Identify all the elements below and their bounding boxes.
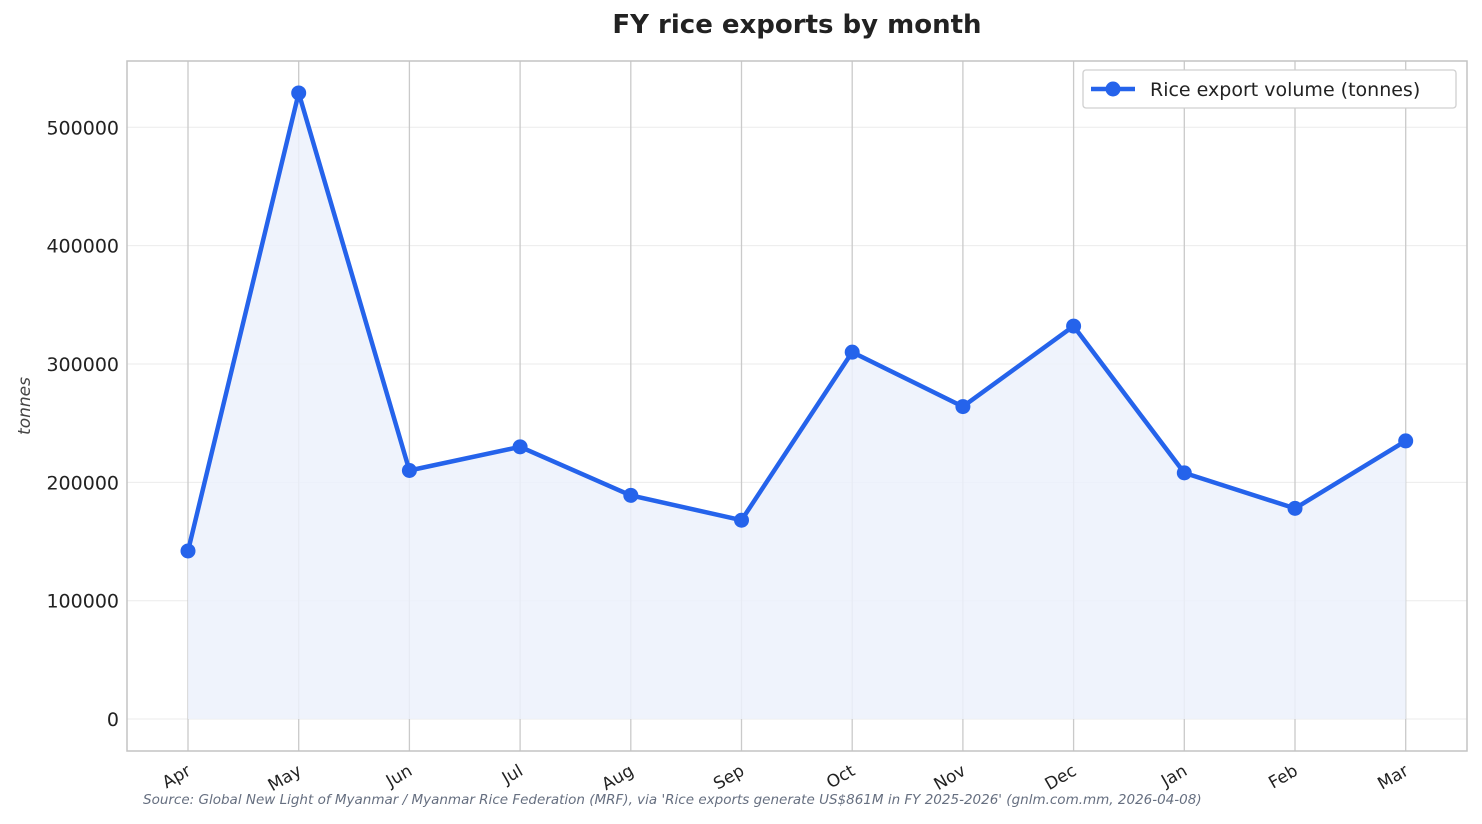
chart-title: FY rice exports by month [612, 10, 982, 40]
data-point [844, 344, 860, 360]
y-tick-labels: 0 100000 200000 300000 400000 500000 [46, 117, 119, 731]
legend: Rice export volume (tonnes) [1082, 69, 1457, 109]
data-point [291, 85, 307, 101]
x-tick-label: Sep [710, 761, 748, 794]
x-tick-label: Jul [498, 761, 527, 789]
x-tick-label: Nov [931, 761, 970, 795]
x-tick-label: Mar [1374, 761, 1412, 794]
x-tick-label: Aug [599, 761, 638, 795]
y-tick-label: 500000 [46, 117, 119, 139]
y-tick-label: 100000 [46, 591, 119, 613]
data-point [1066, 318, 1082, 334]
x-tick-label: Jan [1157, 761, 1191, 792]
plot-frame [126, 60, 1468, 752]
data-point [955, 399, 971, 415]
legend-marker [1105, 81, 1121, 97]
y-axis-label: tonnes [15, 377, 35, 435]
data-point [401, 463, 417, 479]
data-point [512, 439, 528, 455]
data-point [1176, 465, 1192, 481]
series-line [185, 90, 1407, 552]
x-tick-label: Feb [1265, 761, 1301, 793]
data-point [1398, 433, 1414, 449]
data-point [1287, 500, 1303, 516]
x-tick-label: Apr [159, 761, 194, 793]
legend-entry-label: Rice export volume (tonnes) [1150, 79, 1420, 101]
x-tick-label: May [265, 761, 305, 796]
x-tick-label: Oct [823, 761, 859, 793]
data-points [180, 85, 1414, 559]
legend-box [1082, 69, 1457, 109]
y-tick-label: 300000 [46, 354, 119, 376]
x-tick-label: Jun [382, 761, 416, 792]
y-tick-label: 200000 [46, 472, 119, 494]
source-note: Source: Global New Light of Myanmar / My… [143, 792, 1202, 808]
x-tick-labels: Apr May Jun Jul Aug Sep Oct Nov Dec Jan Feb Mar [159, 761, 1412, 796]
x-tick-label: Dec [1042, 761, 1080, 795]
y-tick-label: 400000 [46, 236, 119, 258]
y-tick-label: 0 [107, 709, 119, 731]
area-fill [188, 93, 1406, 719]
data-point [180, 543, 196, 559]
data-point [734, 512, 749, 528]
data-point [623, 487, 639, 503]
